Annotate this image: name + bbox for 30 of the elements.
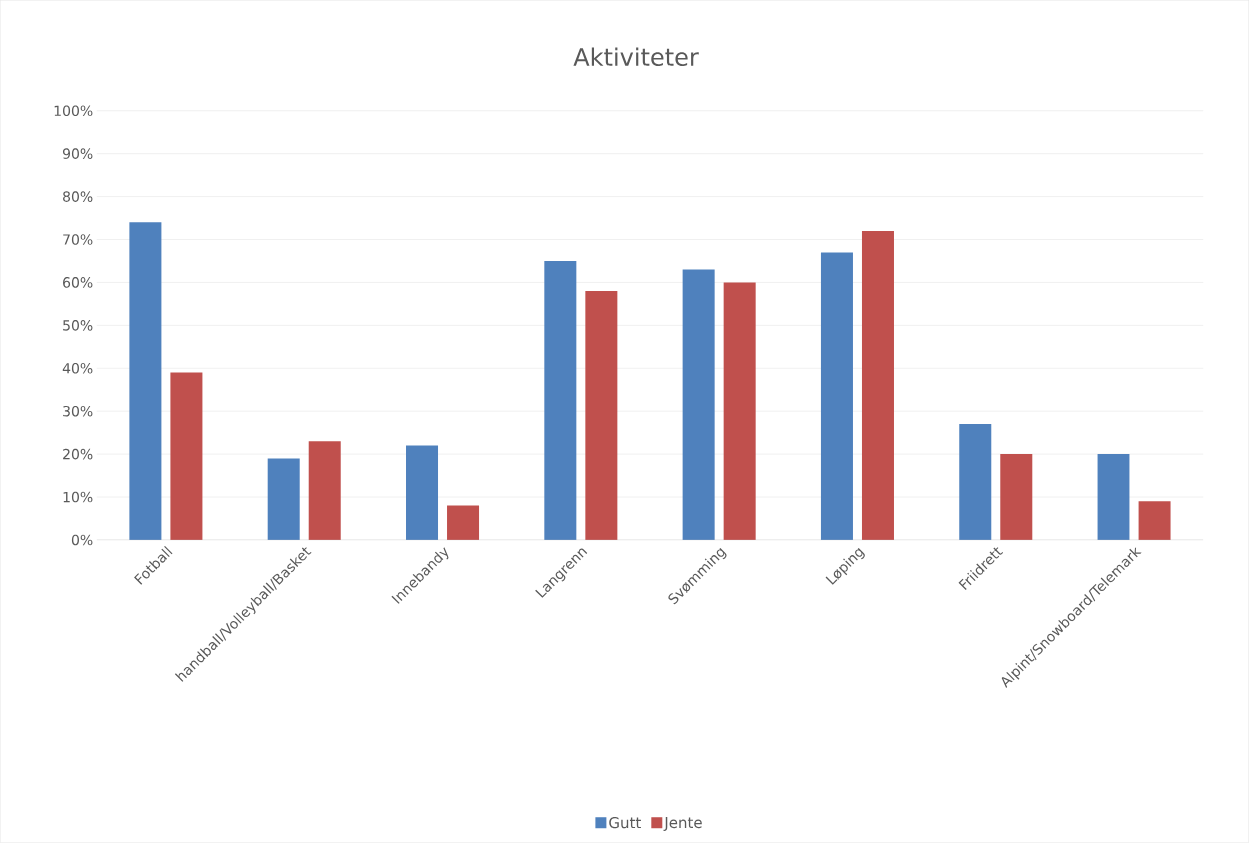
bar [723,282,756,541]
y-tick-label: 20% [63,448,93,460]
chart-title: Aktiviteter [573,47,699,67]
y-tick-label: 70% [63,234,93,245]
bar [585,291,618,541]
bar [544,261,577,541]
y-tick-label: 50% [63,320,93,331]
bar [447,505,480,541]
bar [682,269,715,541]
bar [820,252,853,541]
bar [861,231,894,541]
legend-label: Gutt [609,817,641,829]
bar [267,458,300,541]
y-tick-label: 40% [62,363,93,374]
bar [308,441,341,541]
y-tick-label: 10% [63,491,93,503]
y-tick-label: 100% [54,105,93,117]
y-tick-label: 0% [71,534,93,546]
y-tick-label: 90% [62,148,93,160]
bar [406,445,439,541]
bar [1097,454,1130,541]
legend-label: Jente [663,817,702,832]
y-tick-label: 80% [63,191,93,202]
bar [170,372,203,541]
bar [1000,454,1033,541]
y-tick-label: 30% [63,405,93,417]
bar [129,222,162,541]
bar [959,424,992,541]
bar [1138,501,1171,541]
y-tick-label: 60% [63,277,93,288]
